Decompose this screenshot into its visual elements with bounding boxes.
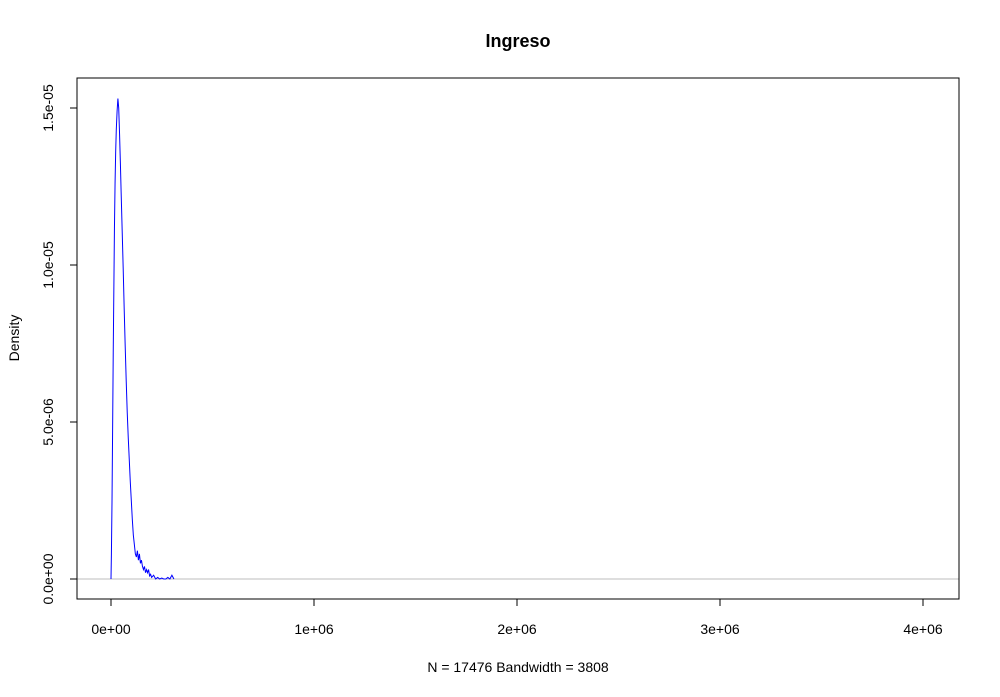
y-tick-label: 0.0e+00 bbox=[40, 553, 56, 604]
x-tick-label: 0e+00 bbox=[91, 621, 131, 637]
x-axis: 0e+00 1e+06 2e+06 3e+06 4e+06 bbox=[91, 598, 943, 637]
y-tick-label: 5.0e-06 bbox=[40, 398, 56, 446]
chart-title: Ingreso bbox=[485, 31, 550, 51]
x-tick-label: 2e+06 bbox=[497, 621, 537, 637]
density-curve bbox=[110, 98, 175, 580]
y-tick-label: 1.5e-05 bbox=[40, 84, 56, 132]
y-tick-label: 1.0e-05 bbox=[40, 241, 56, 289]
x-axis-label: N = 17476 Bandwidth = 3808 bbox=[427, 659, 609, 675]
y-axis-label: Density bbox=[6, 315, 22, 362]
y-axis: 0.0e+00 5.0e-06 1.0e-05 1.5e-05 bbox=[40, 84, 78, 605]
x-tick-label: 1e+06 bbox=[294, 621, 334, 637]
x-tick-label: 4e+06 bbox=[903, 621, 943, 637]
plot-frame bbox=[76, 77, 960, 600]
x-tick-label: 3e+06 bbox=[700, 621, 740, 637]
